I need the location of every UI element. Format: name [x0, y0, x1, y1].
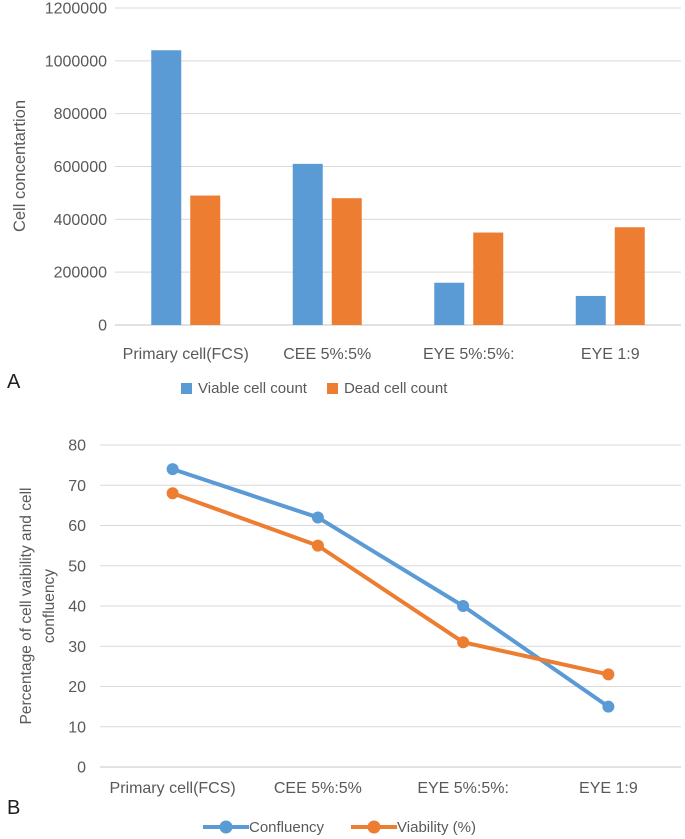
panel-b-label: B: [7, 797, 21, 819]
panel-b-figure: 0 10 20 30 40 50 60 70 80 Primary cell(FCS) CEE 5%…: [0, 420, 685, 839]
data-point: [311, 539, 324, 552]
x-category-label: Primary cell(FCS): [123, 346, 249, 363]
y-tick-label: 0: [77, 760, 86, 777]
bar-dead-cell-count: [331, 198, 362, 325]
series-line-confluency: [170, 467, 611, 709]
legend-item-dead-cell-count: Dead cell count: [326, 378, 448, 398]
data-point: [457, 636, 470, 649]
bar-viable-cell-count: [575, 295, 606, 325]
data-point: [602, 668, 615, 681]
legend-item-confluency: Confluency: [203, 817, 324, 837]
x-category-label: EYE 5%:5%:: [417, 780, 509, 797]
legend-label: Viable cell count: [198, 379, 307, 397]
x-category-label: EYE 1:9: [579, 780, 638, 797]
legend-label: Viability (%): [397, 818, 476, 836]
data-point: [166, 487, 179, 500]
legend-swatch-square: [326, 382, 338, 394]
legend-item-viable-cell-count: Viable cell count: [181, 378, 307, 398]
bar-viable-cell-count: [292, 163, 323, 325]
y-tick-label: 600000: [54, 159, 107, 176]
y-tick-label: 1200000: [45, 1, 107, 18]
legend-swatch-square: [181, 382, 192, 394]
line-chart-legend: Confluency Viability (%): [203, 817, 476, 837]
y-tick-label: 70: [68, 478, 86, 495]
bar-viable-cell-count: [434, 282, 465, 325]
legend-swatch-line-marker: [351, 820, 398, 834]
bar-dead-cell-count: [473, 232, 504, 325]
data-point: [166, 463, 179, 476]
y-tick-label: 0: [98, 318, 107, 335]
panel-a-figure: 0 200000 400000 600000 800000 1000000 1200000 P…: [0, 0, 685, 405]
series-line-viability-: [170, 491, 611, 677]
x-category-label: CEE 5%:5%: [283, 346, 371, 363]
data-point: [457, 600, 470, 612]
legend-item-viability-: Viability (%): [351, 817, 476, 837]
bar-chart-legend: Viable cell count Dead cell count: [181, 378, 447, 398]
x-category-label: Primary cell(FCS): [110, 780, 236, 797]
y-tick-label: 50: [68, 558, 86, 575]
legend-swatch-line-marker: [203, 820, 249, 834]
y-tick-label: 40: [68, 599, 86, 616]
x-category-label: EYE 5%:5%:: [423, 346, 515, 363]
data-point: [602, 700, 615, 713]
legend-label: Confluency: [249, 818, 325, 836]
y-tick-label: 800000: [54, 106, 107, 123]
bar-dead-cell-count: [190, 195, 221, 325]
y-tick-label: 20: [68, 679, 86, 696]
y-tick-label: 30: [68, 639, 86, 656]
legend-label: Dead cell count: [343, 379, 448, 397]
panel-a-label: A: [7, 371, 21, 393]
line-chart-y-axis-title-line2: confluency: [41, 568, 58, 644]
x-category-label: CEE 5%:5%: [274, 780, 362, 797]
bar-chart-plot: 0 200000 400000 600000 800000 1000000 1200000 P…: [45, 1, 681, 363]
y-tick-label: 80: [68, 438, 86, 455]
data-point: [311, 511, 324, 524]
bar-chart-y-axis-title: Cell concentartion: [11, 99, 29, 233]
y-tick-label: 1000000: [45, 53, 107, 70]
y-tick-label: 10: [68, 719, 86, 736]
y-tick-label: 400000: [54, 212, 107, 229]
line-chart-plot: 0 10 20 30 40 50 60 70 80 Primary cell(FCS) CEE 5%…: [68, 438, 681, 797]
y-tick-label: 60: [68, 518, 86, 535]
bar-viable-cell-count: [151, 50, 182, 326]
bar-dead-cell-count: [614, 227, 645, 325]
line-chart-y-axis-title-line1: Percentage of cell vaibility and cell: [18, 487, 35, 725]
y-tick-label: 200000: [54, 265, 107, 282]
x-category-label: EYE 1:9: [581, 346, 640, 363]
